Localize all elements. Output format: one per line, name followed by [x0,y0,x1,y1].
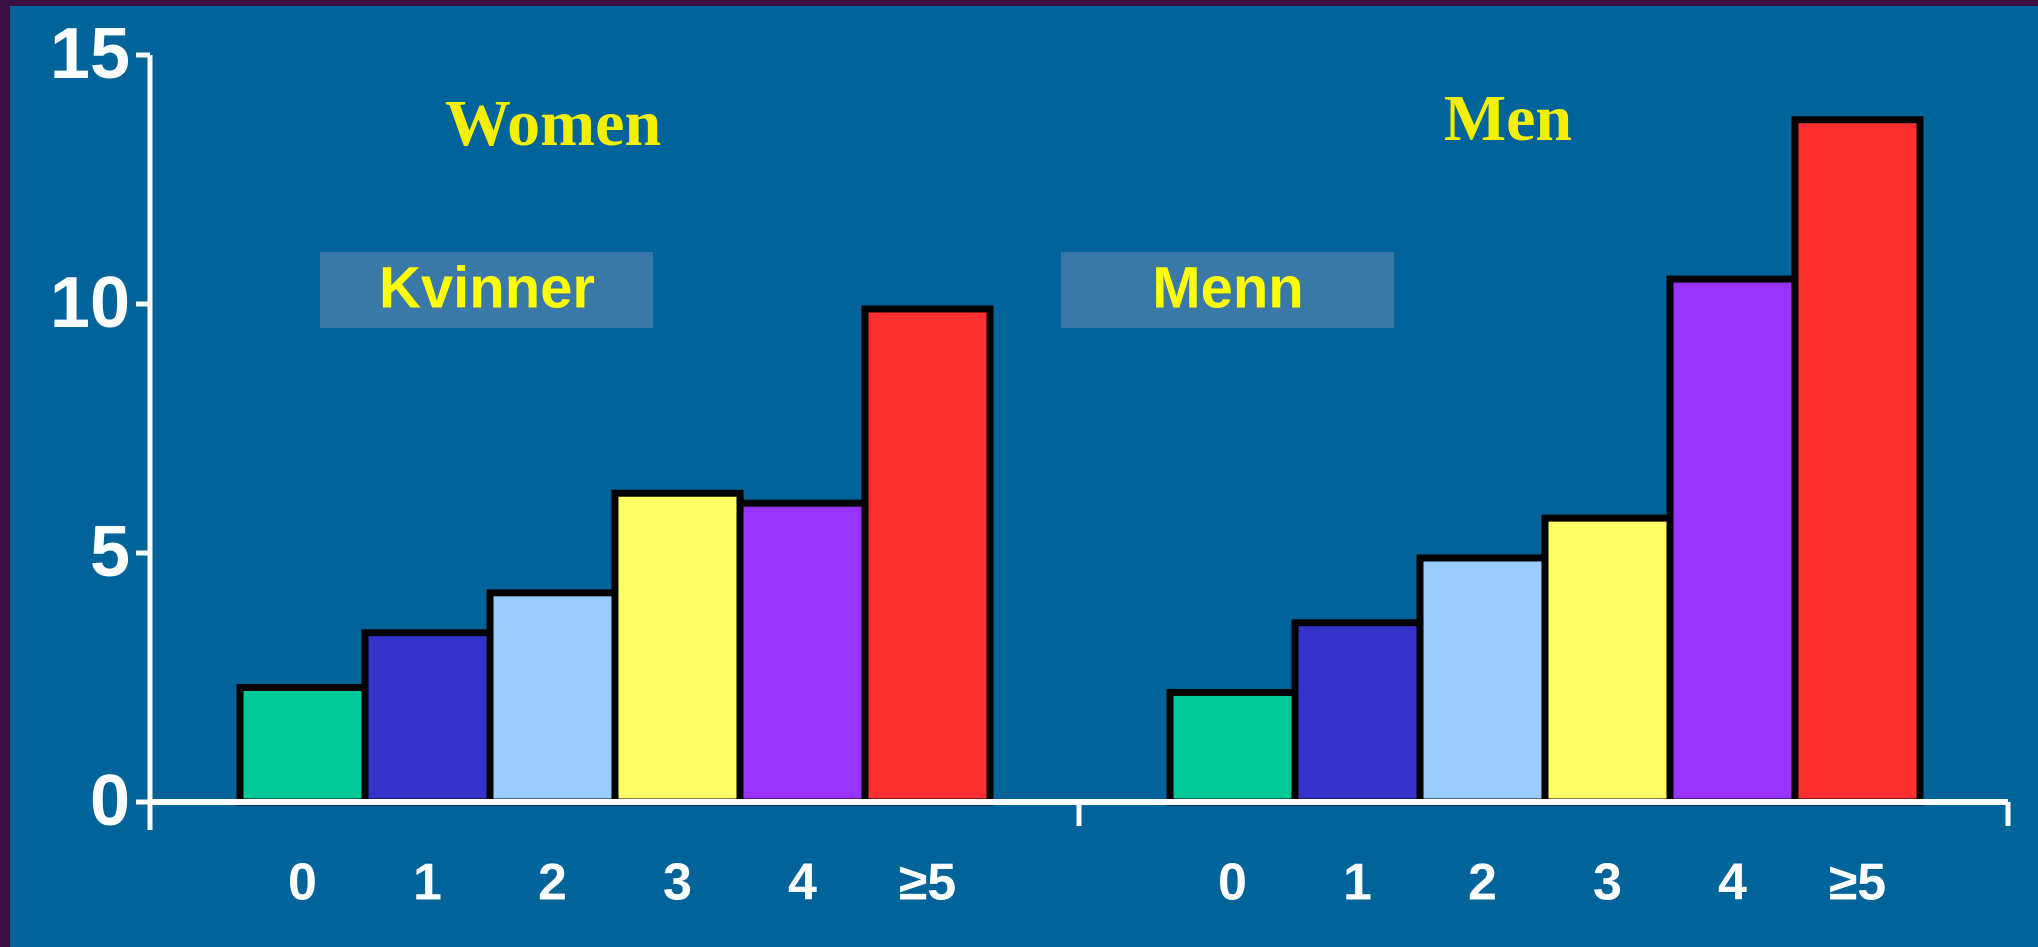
x-tick-label: ≥5 [899,854,956,912]
x-tick-label: 4 [788,854,817,912]
bar [1166,688,1299,806]
bar [1291,619,1424,806]
x-tick-label: ≥5 [1829,854,1886,912]
bar [1791,116,1924,806]
group-label: Kvinner [379,255,595,320]
bar [861,305,994,806]
x-tick-label: 2 [538,854,567,912]
x-tick-label: 0 [288,854,317,912]
x-tick-label: 1 [1343,854,1372,912]
x-tick-label: 3 [1593,854,1622,912]
label-box [320,252,653,328]
bar [611,489,744,806]
x-tick-label: 2 [1468,854,1497,912]
y-tick-label: 10 [50,263,130,343]
x-tick-label: 1 [413,854,442,912]
y-tick-label: 15 [50,14,130,94]
bar [736,499,869,806]
y-tick-label: 5 [90,512,130,592]
group-title: Women [445,87,661,160]
bar [486,589,619,806]
y-tick-label: 0 [90,761,130,841]
label-box [1061,252,1394,328]
bar [1541,514,1674,806]
group-label: Menn [1152,255,1303,320]
bar [1666,275,1799,806]
bar [236,683,369,806]
x-tick-label: 3 [663,854,692,912]
x-tick-label: 4 [1718,854,1747,912]
bar [1416,554,1549,806]
bar [361,629,494,806]
x-tick-label: 0 [1218,854,1247,912]
group-title: Men [1444,82,1572,155]
